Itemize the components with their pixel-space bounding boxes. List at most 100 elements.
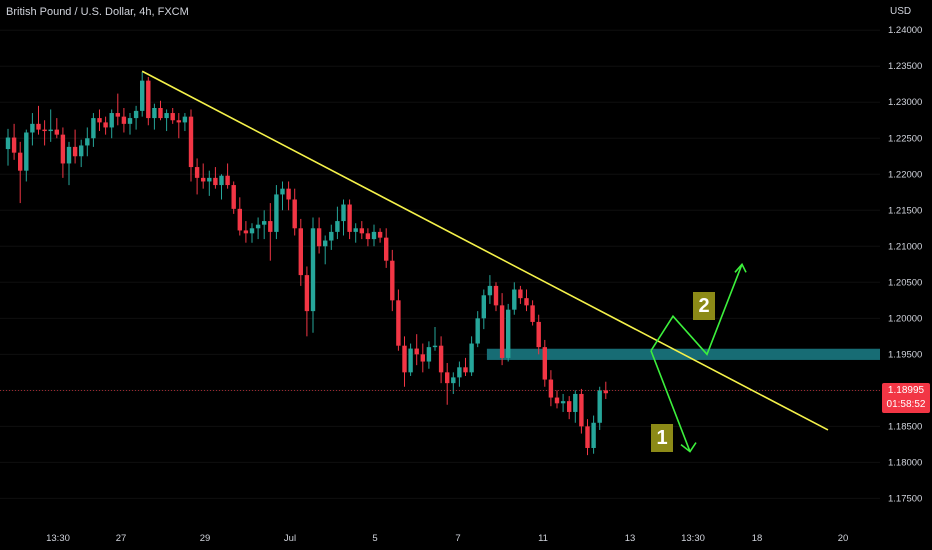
scenario-2-label: 2 [693, 292, 715, 320]
candle-body [66, 146, 72, 164]
candle-body [335, 221, 340, 232]
candle-body [5, 137, 11, 150]
candle-body [567, 401, 572, 412]
scenario-arrows [650, 262, 747, 453]
candle-body [487, 285, 493, 296]
candle-body [255, 224, 261, 229]
candle-body [396, 300, 401, 346]
price-axis: 1.24000 1.23500 1.23000 1.22500 1.22000 1.215… [888, 25, 922, 504]
candle-body [36, 123, 41, 130]
candle-body [365, 233, 371, 240]
candle-body [573, 393, 578, 412]
candle-body [48, 129, 53, 132]
time-tick-label: 27 [116, 533, 127, 544]
candle-body [597, 390, 602, 423]
candle-body [359, 228, 364, 234]
candle-body [481, 295, 486, 319]
candle-body [42, 129, 47, 132]
candle-body [243, 230, 249, 234]
candle-body [158, 108, 163, 119]
candle-body [304, 275, 310, 312]
candle-body [194, 167, 200, 178]
price-tick-label: 1.24000 [888, 25, 922, 36]
candle-body [353, 228, 358, 232]
candle-body [432, 345, 438, 348]
candle-body [225, 175, 230, 186]
candle-body [219, 175, 224, 186]
price-tick-label: 1.18000 [888, 457, 922, 468]
time-tick-label: 13:30 [46, 533, 70, 544]
candle-body [298, 228, 303, 276]
candle-body [603, 390, 608, 394]
scenario-1-arrowhead [680, 442, 697, 453]
candle-body [97, 118, 102, 123]
price-tick-label: 1.20500 [888, 277, 922, 288]
last-price-value: 1.18995 [887, 385, 925, 396]
time-tick-label: 18 [752, 533, 763, 544]
candle-body [445, 372, 450, 384]
time-tick-label: 13 [625, 533, 636, 544]
candle-body [182, 116, 188, 123]
currency-label: USD [890, 6, 912, 17]
candle-body [11, 137, 17, 153]
candle-body [493, 285, 499, 306]
candle-body [390, 260, 395, 301]
candle-body [420, 354, 425, 362]
candle-body [103, 122, 108, 128]
candle-body [121, 116, 127, 124]
candle-body [146, 80, 151, 119]
candle-body [438, 345, 444, 373]
candle-body [115, 113, 120, 117]
candle-body [469, 343, 474, 373]
candle-body [170, 113, 175, 121]
candle-body [499, 305, 505, 358]
price-tick-label: 1.20000 [888, 313, 922, 324]
time-tick-label: 20 [838, 533, 849, 544]
time-tick-label: Jul [284, 533, 296, 544]
candle-body [579, 393, 584, 427]
candle-body [530, 305, 535, 322]
last-price-badge: 1.18995 01:58:52 [882, 383, 930, 413]
candle-body [341, 204, 346, 222]
candle-body [560, 401, 566, 404]
candle-body [274, 194, 279, 232]
candle-body [85, 138, 90, 146]
time-tick-label: 7 [455, 533, 460, 544]
scenario-2-arrowhead [734, 262, 747, 273]
candle-body [426, 347, 432, 362]
time-tick-label: 5 [372, 533, 377, 544]
price-tick-label: 1.23500 [888, 61, 922, 72]
candle-body [591, 422, 596, 448]
candle-body [384, 237, 389, 261]
candle-body [152, 108, 157, 119]
candle-body [463, 367, 468, 373]
candle-body [133, 110, 139, 119]
candle-body [30, 123, 35, 133]
time-tick-label: 13:30 [681, 533, 705, 544]
candle-body [72, 146, 78, 157]
candle-body [536, 321, 541, 348]
candle-body [91, 118, 96, 139]
trendline-line [141, 70, 829, 431]
scenario-1-label: 1 [651, 424, 673, 452]
candle-body [542, 347, 547, 380]
candle-body [316, 228, 322, 247]
price-tick-label: 1.23000 [888, 97, 922, 108]
candle-body [60, 134, 66, 164]
price-tick-label: 1.18500 [888, 421, 922, 432]
candle-body [524, 298, 529, 306]
scenario-1-path [650, 350, 691, 452]
candle-body [176, 120, 181, 123]
candle-body [414, 348, 419, 355]
candle-body [249, 228, 255, 234]
candle-body [548, 379, 554, 398]
candle-body [323, 240, 328, 247]
price-tick-label: 1.19500 [888, 349, 922, 360]
candle-body [164, 113, 169, 119]
candle-body [140, 80, 145, 111]
candle-body [554, 397, 560, 404]
candle-body [201, 177, 206, 182]
scenario-2-path [650, 264, 743, 356]
candle-body [371, 231, 377, 240]
